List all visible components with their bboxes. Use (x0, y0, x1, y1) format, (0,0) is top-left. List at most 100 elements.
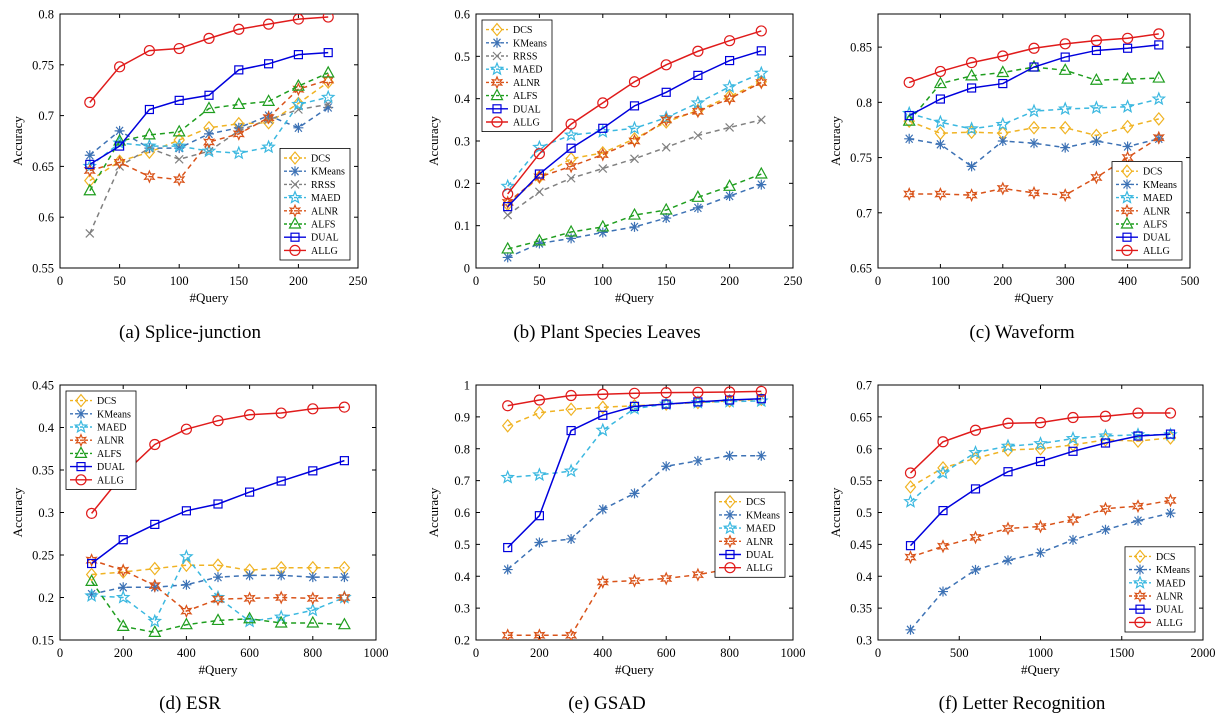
legend-label-alfs: ALFS (97, 449, 121, 460)
x-tick-label-a: 50 (113, 274, 126, 288)
data-point-dcs (1123, 121, 1133, 133)
y-tick-label-f: 0.4 (856, 570, 872, 584)
data-point-maed (997, 118, 1008, 129)
data-point-kmeans (293, 123, 303, 133)
y-tick-label-b: 0.4 (454, 92, 470, 106)
y-axis-title-a: Accuracy (10, 116, 25, 166)
data-point-allg (906, 468, 916, 478)
data-point-rrss (567, 174, 575, 182)
x-tick-label-f: 1500 (1109, 646, 1134, 660)
data-point-alfs (263, 95, 274, 105)
data-point-kmeans (598, 504, 608, 514)
data-point-kmeans (998, 136, 1008, 146)
data-point-kmeans (503, 565, 513, 575)
y-tick-label-a: 0.65 (32, 160, 54, 174)
x-tick-label-d: 400 (177, 646, 196, 660)
data-point-kmeans (339, 572, 349, 582)
y-tick-label-e: 0.4 (454, 570, 470, 584)
data-point-kmeans (213, 572, 223, 582)
caption-b: (b) Plant Species Leaves (457, 322, 757, 344)
data-point-alfs (1153, 72, 1164, 82)
legend-marker-kmeans (76, 409, 86, 419)
y-tick-label-e: 0.3 (454, 602, 470, 616)
y-tick-label-a: 0.6 (38, 211, 54, 225)
data-point-kmeans (1091, 136, 1101, 146)
legend-label-dcs: DCS (1156, 552, 1175, 563)
y-tick-label-f: 0.35 (850, 602, 872, 616)
legend-label-dual: DUAL (513, 104, 541, 115)
data-point-alnr (661, 573, 671, 584)
y-axis-title-b: Accuracy (426, 116, 441, 166)
series-line-alfs (508, 174, 762, 249)
x-tick-label-a: 100 (170, 274, 189, 288)
legend-label-kmeans: KMeans (746, 510, 780, 521)
data-point-rrss (599, 165, 607, 173)
y-axis-title-f: Accuracy (828, 487, 843, 537)
y-tick-label-b: 0.6 (454, 8, 470, 22)
x-axis-title-e: #Query (615, 662, 654, 677)
y-tick-label-e: 0.9 (454, 410, 470, 424)
legend-label-alnr: ALNR (513, 78, 541, 89)
x-tick-label-b: 0 (473, 274, 479, 288)
data-point-kmeans (1068, 535, 1078, 545)
legend-label-dcs: DCS (311, 154, 330, 165)
x-tick-label-c: 0 (875, 274, 881, 288)
legend-label-maed: MAED (1143, 193, 1172, 204)
y-tick-label-c: 0.75 (850, 151, 872, 165)
data-point-kmeans (566, 534, 576, 544)
data-point-kmeans (1166, 508, 1176, 518)
x-tick-label-a: 150 (229, 274, 248, 288)
data-point-kmeans (1060, 143, 1070, 153)
legend-label-dual: DUAL (1156, 605, 1184, 616)
data-point-kmeans (85, 150, 95, 160)
y-tick-label-f: 0.6 (856, 442, 872, 456)
data-point-rrss (535, 188, 543, 196)
data-point-kmeans (938, 587, 948, 597)
x-tick-label-d: 800 (303, 646, 322, 660)
y-tick-label-f: 0.5 (856, 506, 872, 520)
legend-label-alfs: ALFS (1143, 220, 1167, 231)
data-point-kmeans (308, 572, 318, 582)
x-tick-label-c: 400 (1118, 274, 1137, 288)
data-point-kmeans (1003, 555, 1013, 565)
x-tick-label-f: 500 (950, 646, 969, 660)
x-tick-label-b: 150 (657, 274, 676, 288)
x-axis-title-a: #Query (190, 290, 229, 305)
legend-label-allg: ALLG (513, 118, 540, 129)
data-point-rrss (631, 155, 639, 163)
y-tick-label-d: 0.15 (32, 634, 54, 648)
legend-c: DCS KMeans MAED ALNR ALFS DUAL ALLG (1112, 162, 1182, 260)
legend-label-maed: MAED (746, 524, 775, 535)
x-tick-label-c: 300 (1056, 274, 1075, 288)
legend-marker-kmeans (492, 38, 502, 48)
data-point-kmeans (534, 537, 544, 547)
legend-label-alnr: ALNR (311, 206, 339, 217)
y-tick-label-e: 0.8 (454, 442, 470, 456)
data-point-kmeans (1133, 516, 1143, 526)
data-point-rrss (86, 229, 94, 237)
series-line-allg (90, 17, 328, 102)
data-point-alfs (181, 619, 192, 629)
y-tick-label-f: 0.7 (856, 379, 872, 393)
x-tick-label-a: 250 (349, 274, 368, 288)
legend-label-dcs: DCS (513, 25, 532, 36)
caption-e: (e) GSAD (457, 693, 757, 715)
x-tick-label-c: 100 (931, 274, 950, 288)
legend-label-alnr: ALNR (1143, 206, 1171, 217)
y-tick-label-d: 0.25 (32, 549, 54, 563)
series-line-dcs (911, 438, 1171, 487)
x-tick-label-b: 100 (593, 274, 612, 288)
legend-label-allg: ALLG (1143, 246, 1170, 257)
y-tick-label-a: 0.55 (32, 262, 54, 276)
data-point-alfs (1091, 74, 1102, 84)
y-axis-title-d: Accuracy (10, 487, 25, 537)
data-point-alnr (1029, 187, 1039, 198)
x-tick-label-d: 0 (57, 646, 63, 660)
y-tick-label-b: 0.5 (454, 50, 470, 64)
legend-marker-kmeans (290, 166, 300, 176)
data-point-kmeans (756, 451, 766, 461)
y-tick-label-c: 0.85 (850, 41, 872, 55)
data-point-rrss (175, 155, 183, 163)
x-tick-label-b: 200 (720, 274, 739, 288)
data-point-maed (1059, 103, 1070, 114)
